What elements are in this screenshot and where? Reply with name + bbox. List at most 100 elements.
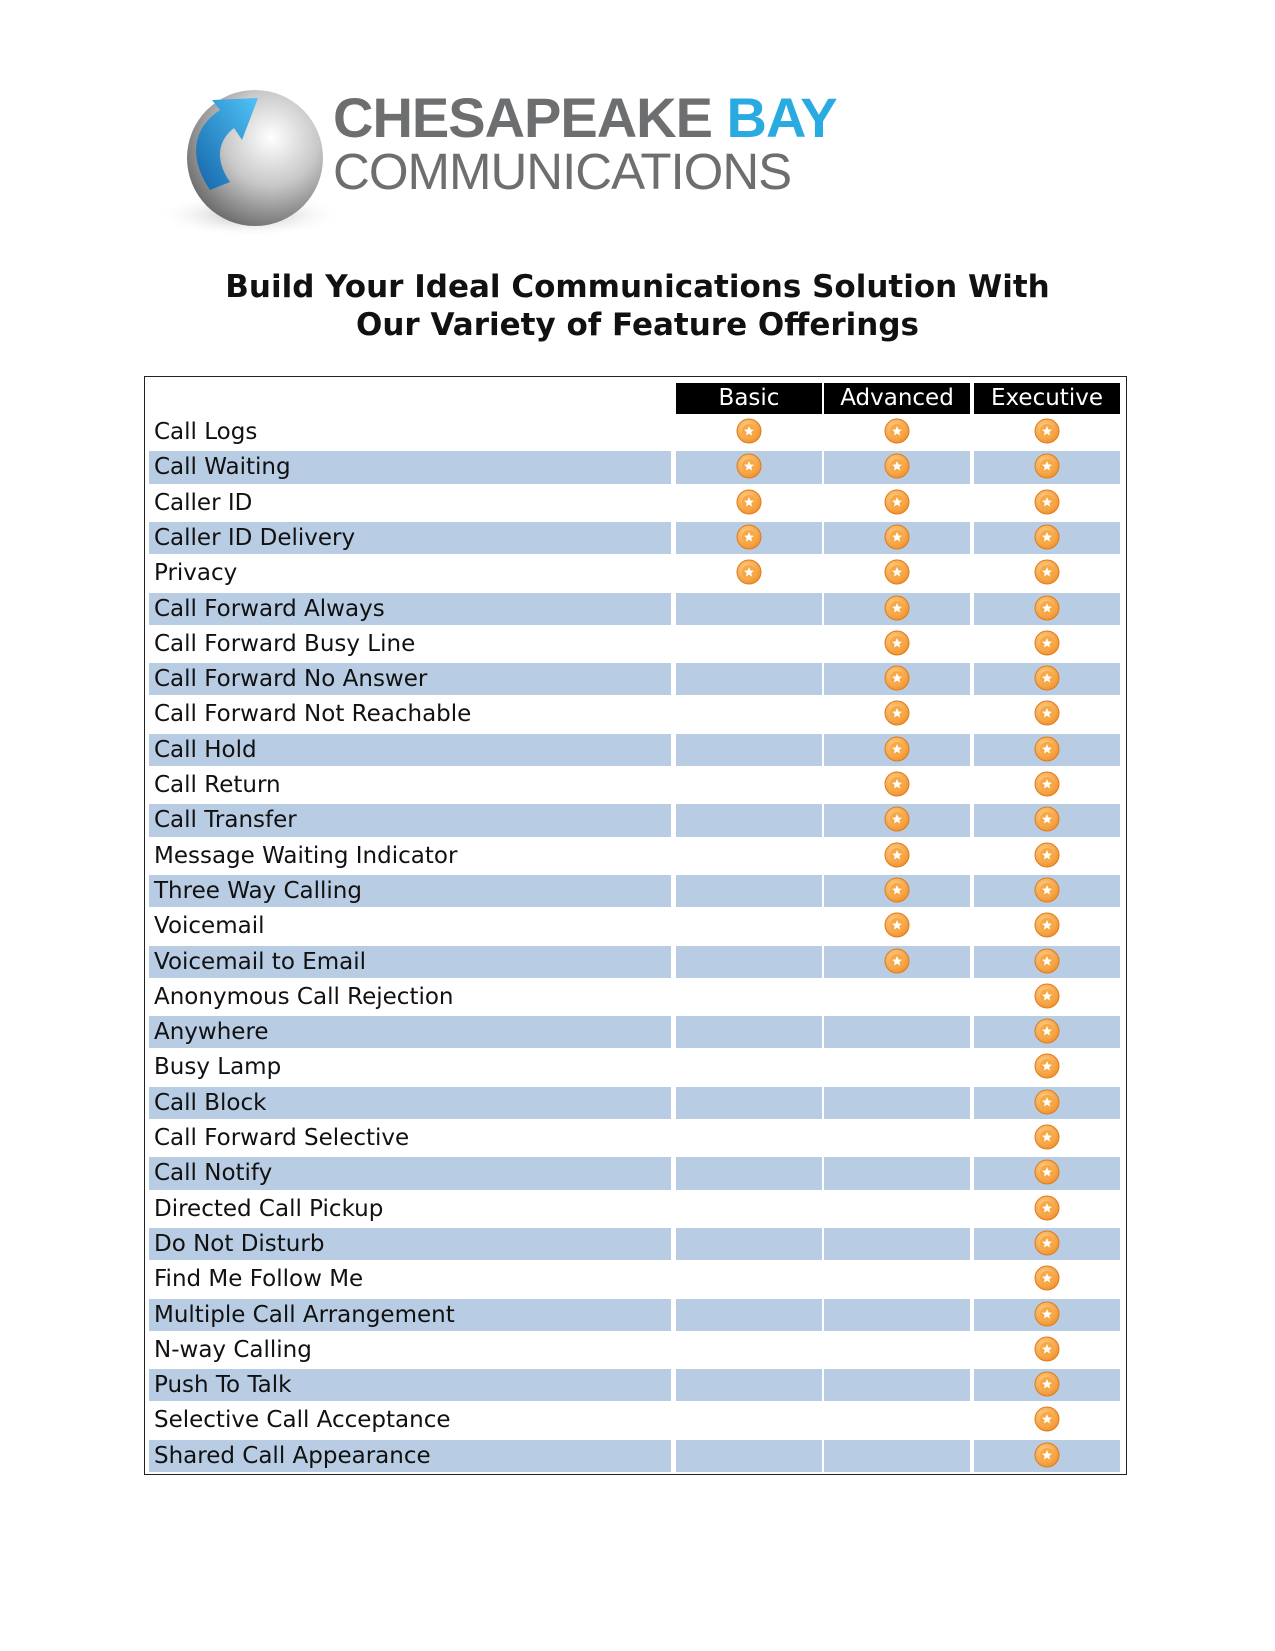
tier-cell xyxy=(824,804,970,837)
tier-cell xyxy=(824,1157,970,1190)
column-header: Basic xyxy=(676,383,822,414)
feature-name: Busy Lamp xyxy=(154,1054,282,1081)
tier-cell xyxy=(824,521,970,555)
feature-name: Multiple Call Arrangement xyxy=(149,1298,671,1331)
tier-cell xyxy=(676,1157,822,1190)
column-header: Advanced xyxy=(824,383,970,414)
tier-cell xyxy=(974,1263,1120,1295)
feature-name: Call Logs xyxy=(154,419,258,445)
tier-cell xyxy=(676,769,822,801)
tier-cell xyxy=(676,1298,822,1331)
tier-cell xyxy=(676,1404,822,1436)
tier-cell xyxy=(974,1051,1120,1083)
tier-cell xyxy=(824,1263,970,1295)
tier-cell xyxy=(676,1086,822,1119)
included-icon xyxy=(1034,489,1060,515)
logo-name: CHESAPEAKE BAY xyxy=(333,86,838,149)
logo-name-text: CHESAPEAKE xyxy=(333,86,713,149)
included-icon xyxy=(1034,948,1060,973)
tier-cell xyxy=(676,1016,822,1049)
feature-name: N-way Calling xyxy=(154,1336,312,1363)
tier-cell xyxy=(974,1157,1120,1190)
feature-name: Anywhere xyxy=(149,1016,671,1049)
feature-name: Selective Call Acceptance xyxy=(154,1407,451,1434)
tier-cell xyxy=(824,1439,970,1472)
title-line: Build Your Ideal Communications Solution… xyxy=(225,269,1050,305)
tier-cell xyxy=(824,981,970,1013)
included-icon xyxy=(1034,1089,1060,1115)
included-icon xyxy=(884,842,910,868)
included-icon xyxy=(1034,806,1060,832)
feature-name: Caller ID Delivery xyxy=(149,521,671,555)
tier-cell xyxy=(676,521,822,555)
tier-cell xyxy=(676,1439,822,1472)
tier-cell xyxy=(676,1227,822,1261)
included-icon xyxy=(1034,771,1060,797)
feature-name: Call Block xyxy=(149,1086,671,1119)
included-icon xyxy=(1034,877,1060,903)
included-icon xyxy=(1034,1406,1060,1432)
feature-name: Call Forward No Answer xyxy=(149,663,671,696)
tier-cell xyxy=(974,416,1120,448)
tier-cell xyxy=(824,1369,970,1402)
tier-cell xyxy=(676,840,822,872)
tier-cell xyxy=(974,804,1120,837)
included-icon xyxy=(884,595,910,620)
tier-cell xyxy=(676,592,822,625)
included-icon xyxy=(884,418,910,444)
feature-name: Anonymous Call Rejection xyxy=(154,983,454,1010)
included-icon xyxy=(884,630,910,656)
feature-name: Call Notify xyxy=(149,1157,671,1190)
included-icon xyxy=(736,559,762,585)
included-icon xyxy=(1034,700,1060,726)
included-icon xyxy=(1034,1053,1060,1079)
feature-name: Call Forward Selective xyxy=(154,1125,410,1151)
included-icon xyxy=(1034,1371,1060,1397)
tier-cell xyxy=(974,628,1120,660)
feature-name: Call Waiting xyxy=(149,451,671,484)
included-icon xyxy=(1034,630,1060,656)
tier-cell xyxy=(824,945,970,978)
column-header: Executive xyxy=(974,383,1120,414)
tier-cell xyxy=(824,451,970,484)
feature-name: Caller ID xyxy=(154,489,253,516)
tier-cell xyxy=(974,769,1120,801)
tier-cell xyxy=(824,840,970,872)
tier-cell xyxy=(676,1334,822,1366)
included-icon xyxy=(1034,1230,1060,1256)
included-icon xyxy=(736,453,762,479)
tier-cell xyxy=(974,945,1120,978)
tier-cell xyxy=(974,981,1120,1013)
tier-cell xyxy=(824,698,970,730)
tier-cell xyxy=(824,910,970,942)
included-icon xyxy=(1034,418,1060,444)
included-icon xyxy=(1034,559,1060,585)
included-icon xyxy=(1034,1442,1060,1468)
feature-name: Push To Talk xyxy=(149,1369,671,1402)
tier-cell xyxy=(676,416,822,448)
tier-cell xyxy=(974,1122,1120,1154)
tier-cell xyxy=(824,1051,970,1083)
included-icon xyxy=(1034,665,1060,691)
tier-cell xyxy=(676,1263,822,1295)
tier-cell xyxy=(676,910,822,942)
tier-cell xyxy=(974,840,1120,872)
logo-subtitle: COMMUNICATIONS xyxy=(333,143,792,200)
logo-sphere xyxy=(155,90,340,237)
tier-cell xyxy=(974,1334,1120,1366)
included-icon xyxy=(736,524,762,550)
tier-cell xyxy=(676,1369,822,1402)
feature-name: Call Forward Busy Line xyxy=(154,630,416,657)
included-icon xyxy=(1034,1301,1060,1326)
tier-cell xyxy=(974,521,1120,555)
feature-name: Shared Call Appearance xyxy=(149,1439,671,1472)
tier-cell xyxy=(824,416,970,448)
feature-name: Find Me Follow Me xyxy=(154,1266,364,1293)
included-icon xyxy=(1034,1159,1060,1185)
tier-cell xyxy=(974,698,1120,730)
included-icon xyxy=(884,806,910,832)
included-icon xyxy=(1034,842,1060,868)
tier-cell xyxy=(974,1016,1120,1049)
tier-cell xyxy=(974,874,1120,908)
